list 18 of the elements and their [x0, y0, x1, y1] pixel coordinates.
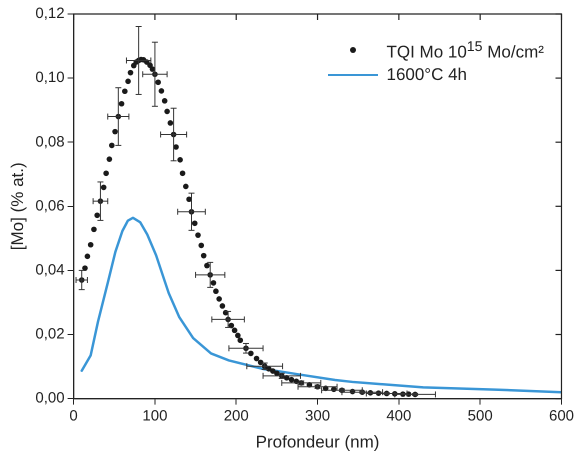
legend-label: TQI Mo 10$^{15}$ Mo/cm²	[386, 38, 544, 64]
y-tick-label: 0,08	[35, 133, 65, 150]
x-tick-label: 600	[548, 408, 574, 425]
y-tick-label: 0,00	[35, 390, 65, 407]
x-tick-label: 0	[69, 408, 78, 425]
x-tick-label: 400	[386, 408, 412, 425]
y-tick-label: 0,06	[35, 197, 65, 214]
x-tick-label: 300	[305, 408, 330, 425]
x-tick-label: 100	[142, 408, 168, 425]
x-axis-title: Profondeur (nm)	[256, 432, 380, 452]
y-tick-label: 0,02	[35, 326, 65, 343]
y-tick-label: 0,10	[35, 69, 65, 86]
legend-label: 1600°C 4h	[386, 64, 468, 86]
x-tick-label: 200	[224, 408, 249, 425]
y-tick-label: 0,12	[35, 5, 65, 22]
y-axis-title: [Mo] (% at.)	[8, 162, 27, 250]
y-tick-label: 0,04	[35, 262, 65, 279]
x-tick-label: 500	[468, 408, 493, 425]
